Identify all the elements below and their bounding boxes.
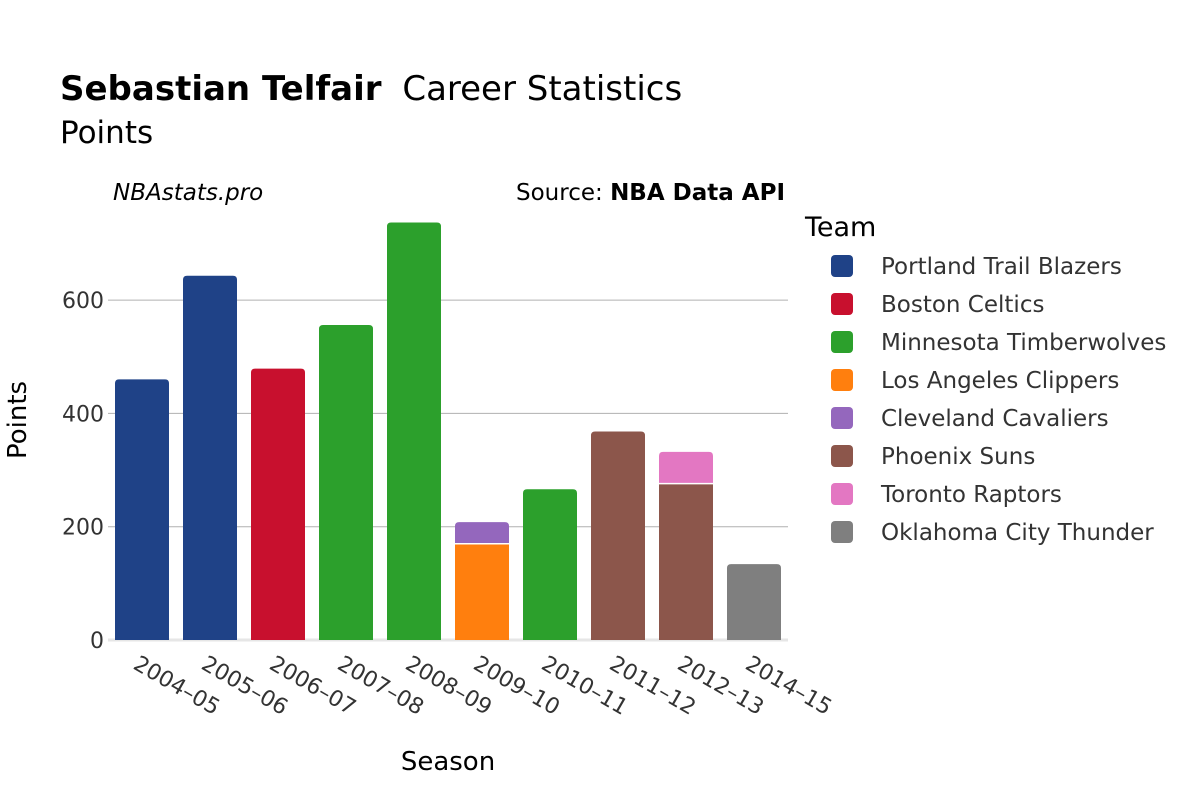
site-label: NBAstats.pro [113, 180, 263, 206]
bar-segment [455, 543, 509, 640]
legend-swatch [831, 369, 853, 391]
legend-swatch [831, 331, 853, 353]
bars [115, 222, 781, 640]
legend-item-label: Boston Celtics [881, 292, 1044, 318]
bar-segment [523, 489, 577, 640]
title-rest: Career Statistics [402, 69, 682, 109]
bar-segment [251, 368, 305, 640]
y-axis-title: Points [3, 381, 33, 459]
chart-subtitle: Points [60, 115, 153, 151]
bar-segment [659, 483, 713, 640]
y-tick-label: 400 [62, 402, 104, 427]
legend-item-label: Cleveland Cavaliers [881, 406, 1109, 432]
legend-item-label: Toronto Raptors [880, 482, 1062, 508]
legend-title: Team [804, 212, 876, 243]
legend-item-label: Phoenix Suns [881, 444, 1035, 470]
bar-segment [183, 275, 237, 640]
legend-item-label: Los Angeles Clippers [881, 368, 1119, 394]
x-ticks: 2004–052005–062006–072007–082008–092009–… [129, 652, 836, 721]
legend-swatch [831, 407, 853, 429]
bar-segment [727, 564, 781, 640]
source-prefix: Source: [516, 180, 610, 206]
y-tick-label: 0 [90, 629, 104, 654]
legend-item-label: Minnesota Timberwolves [881, 330, 1166, 356]
y-ticks: 0 200 400 600 [62, 289, 104, 654]
legend-item-label: Portland Trail Blazers [881, 254, 1122, 280]
legend-swatch [831, 445, 853, 467]
bar-segment [455, 522, 509, 544]
legend-swatch [831, 255, 853, 277]
y-tick-label: 200 [62, 516, 104, 541]
x-axis-title: Season [401, 747, 495, 777]
legend: Portland Trail Blazers Boston Celtics Minn… [831, 254, 1166, 546]
legend-item-label: Oklahoma City Thunder [881, 520, 1154, 546]
bar-segment [591, 431, 645, 640]
source-name: NBA Data API [610, 180, 785, 206]
bar-segment [115, 379, 169, 640]
bar-segment [319, 325, 373, 640]
source-label: Source: NBA Data API [516, 180, 785, 206]
y-tick-label: 600 [62, 289, 104, 314]
bar-segment [659, 451, 713, 484]
player-name: Sebastian Telfair [60, 69, 382, 109]
legend-swatch [831, 483, 853, 505]
legend-swatch [831, 293, 853, 315]
bar-segment [387, 222, 441, 640]
chart-title: Sebastian Telfair Career Statistics [60, 69, 682, 109]
legend-swatch [831, 521, 853, 543]
